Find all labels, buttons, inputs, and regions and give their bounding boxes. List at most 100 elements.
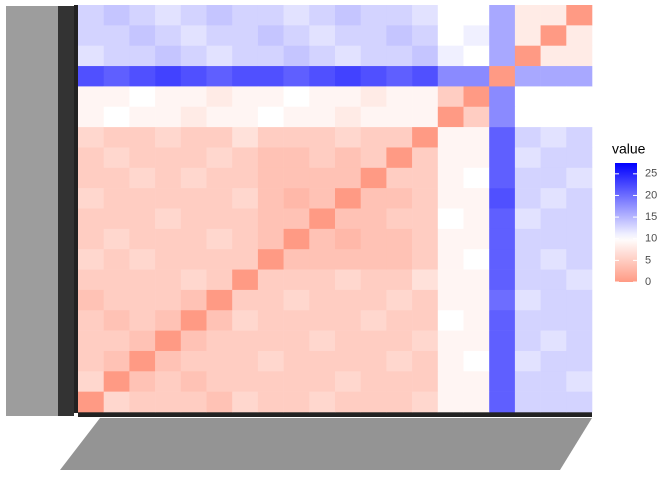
cell: [360, 5, 387, 26]
x-axis-labels-smear: [60, 412, 592, 470]
cell: [412, 45, 439, 67]
cell: [540, 391, 567, 413]
cell: [309, 167, 336, 189]
cell: [540, 25, 567, 46]
cell: [489, 371, 516, 392]
cell: [463, 127, 490, 148]
cell: [283, 208, 310, 230]
cell: [386, 147, 413, 169]
colorbar-tick-label: 25: [645, 168, 657, 180]
cell: [437, 289, 464, 311]
cell: [232, 188, 259, 209]
cell: [412, 66, 439, 87]
cell: [463, 391, 490, 413]
cell: [129, 45, 156, 67]
cell: [566, 289, 593, 311]
cell: [540, 45, 567, 67]
cell: [437, 25, 464, 46]
cell: [335, 106, 361, 128]
cell: [437, 167, 464, 189]
cell: [78, 127, 104, 148]
cell: [232, 350, 259, 372]
cell: [155, 350, 182, 372]
cell: [78, 86, 104, 108]
cell: [283, 310, 310, 331]
cell: [335, 167, 361, 189]
cell: [129, 106, 156, 128]
cell: [309, 310, 336, 331]
cell: [386, 5, 413, 26]
cell: [540, 208, 567, 230]
cell: [103, 310, 130, 331]
cell: [283, 289, 310, 311]
cell: [412, 5, 439, 26]
cell: [514, 269, 541, 291]
cell: [103, 249, 130, 270]
cell: [463, 167, 490, 189]
cell: [78, 330, 104, 352]
cell: [566, 371, 593, 392]
cell: [257, 127, 284, 148]
cell: [103, 228, 130, 250]
cell: [437, 391, 464, 413]
cell: [360, 371, 387, 392]
cell: [489, 66, 516, 87]
colorbar-tick-label: 0: [645, 276, 651, 288]
cell: [155, 106, 182, 128]
cell: [78, 25, 104, 46]
cell: [463, 106, 490, 128]
cell: [514, 25, 541, 46]
cell: [566, 5, 593, 26]
cell: [386, 127, 413, 148]
cell: [412, 371, 439, 392]
cell: [206, 147, 233, 169]
cell: [463, 25, 490, 46]
cell: [155, 25, 182, 46]
cell: [180, 106, 207, 128]
cell: [412, 147, 439, 169]
cell: [386, 371, 413, 392]
cell: [360, 106, 387, 128]
cell: [155, 127, 182, 148]
cell: [386, 289, 413, 311]
cell: [309, 106, 336, 128]
cell: [155, 167, 182, 189]
cell: [155, 269, 182, 291]
cell: [540, 167, 567, 189]
cell: [437, 330, 464, 352]
cell: [129, 86, 156, 108]
cell: [360, 167, 387, 189]
y-axis-labels-smear: [6, 5, 78, 416]
colorbar-tick-label: 10: [645, 233, 657, 245]
cell: [489, 249, 516, 270]
cell: [232, 147, 259, 169]
cell: [335, 188, 361, 209]
colorbar-tick-label: 15: [645, 211, 657, 223]
cell: [360, 350, 387, 372]
cell: [232, 249, 259, 270]
cell: [232, 106, 259, 128]
cell: [514, 167, 541, 189]
cell: [206, 371, 233, 392]
cell: [206, 188, 233, 209]
cell: [335, 86, 361, 108]
cell: [335, 208, 361, 230]
cell: [103, 188, 130, 209]
cell: [129, 350, 156, 372]
cell: [437, 269, 464, 291]
cell: [103, 86, 130, 108]
cell: [232, 371, 259, 392]
cell: [566, 208, 593, 230]
cell: [283, 106, 310, 128]
cell: [283, 249, 310, 270]
cell: [360, 269, 387, 291]
cell: [514, 66, 541, 87]
label-smear: [6, 6, 58, 416]
colorbar: [615, 163, 637, 282]
cell: [78, 208, 104, 230]
cell: [463, 269, 490, 291]
cell: [103, 350, 130, 372]
cell: [257, 371, 284, 392]
cell: [360, 289, 387, 311]
cell: [78, 188, 104, 209]
